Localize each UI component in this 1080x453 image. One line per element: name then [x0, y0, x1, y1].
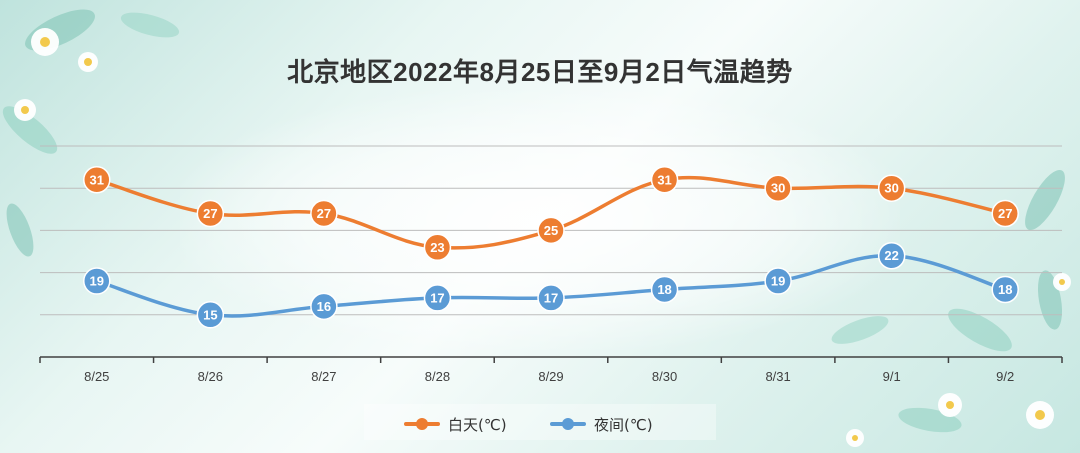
x-tick-label: 8/27: [311, 369, 336, 384]
day-point: [764, 174, 792, 202]
legend-item-night: 夜间(℃): [550, 414, 653, 434]
night-point: [650, 275, 679, 304]
chart-legend: 白天(℃) 夜间(℃): [364, 404, 716, 440]
day-data-label: 27: [998, 206, 1012, 221]
legend-day-swatch: [404, 417, 440, 431]
legend-day-label: 白天(℃): [448, 415, 507, 434]
day-data-label: 30: [884, 181, 898, 196]
day-data-label: 23: [430, 240, 444, 255]
day-data-label: 25: [544, 223, 558, 238]
day-point: [196, 199, 225, 228]
chart-title: 北京地区2022年8月25日至9月2日气温趋势: [287, 57, 793, 87]
day-point: [310, 199, 338, 228]
night-data-label: 19: [90, 274, 104, 289]
background-glow: [180, 90, 900, 350]
day-point: [991, 199, 1019, 228]
night-point: [83, 267, 111, 295]
night-data-label: 15: [203, 307, 217, 322]
x-tick-label: 9/2: [996, 369, 1014, 384]
day-data-label: 31: [657, 172, 671, 187]
x-tick-label: 8/25: [84, 369, 109, 384]
x-tick-label: 8/29: [538, 369, 563, 384]
night-point: [877, 241, 906, 270]
night-point: [196, 301, 225, 329]
night-data-label: 17: [430, 290, 444, 305]
legend-item-day: 白天(℃): [404, 414, 507, 434]
legend-night-swatch: [550, 417, 586, 431]
day-data-label: 27: [317, 206, 331, 221]
night-data-label: 18: [998, 282, 1012, 297]
day-data-label: 27: [203, 206, 217, 221]
x-tick-label: 8/28: [425, 369, 450, 384]
night-data-label: 19: [771, 274, 785, 289]
night-point: [310, 292, 338, 321]
x-tick-labels: 8/25 8/26 8/27 8/28 8/29 8/30 8/31 9/1 9/2: [84, 369, 1014, 384]
day-point: [650, 166, 679, 194]
x-tick-label: 9/1: [883, 369, 901, 384]
night-point: [991, 275, 1019, 304]
day-series-points: 31 27 27 23 25 31 30 30 27: [83, 166, 1019, 262]
day-data-label: 31: [90, 172, 104, 187]
night-point: [537, 284, 565, 312]
night-data-label: 17: [544, 290, 558, 305]
night-data-label: 16: [317, 299, 331, 314]
day-point: [83, 166, 111, 194]
night-data-label: 18: [657, 282, 671, 297]
legend-night-label: 夜间(℃): [594, 415, 653, 434]
day-point: [877, 174, 906, 202]
night-point: [423, 284, 452, 312]
night-data-label: 22: [884, 248, 898, 263]
night-point: [764, 267, 792, 295]
x-tick-label: 8/31: [765, 369, 790, 384]
x-axis: [39, 356, 1063, 363]
day-point: [537, 216, 565, 245]
day-data-label: 30: [771, 181, 785, 196]
x-tick-label: 8/30: [652, 369, 677, 384]
night-series-points: 19 15 16 17 17 18 19 22 18: [83, 241, 1019, 329]
x-tick-label: 8/26: [198, 369, 223, 384]
day-point: [423, 233, 452, 262]
